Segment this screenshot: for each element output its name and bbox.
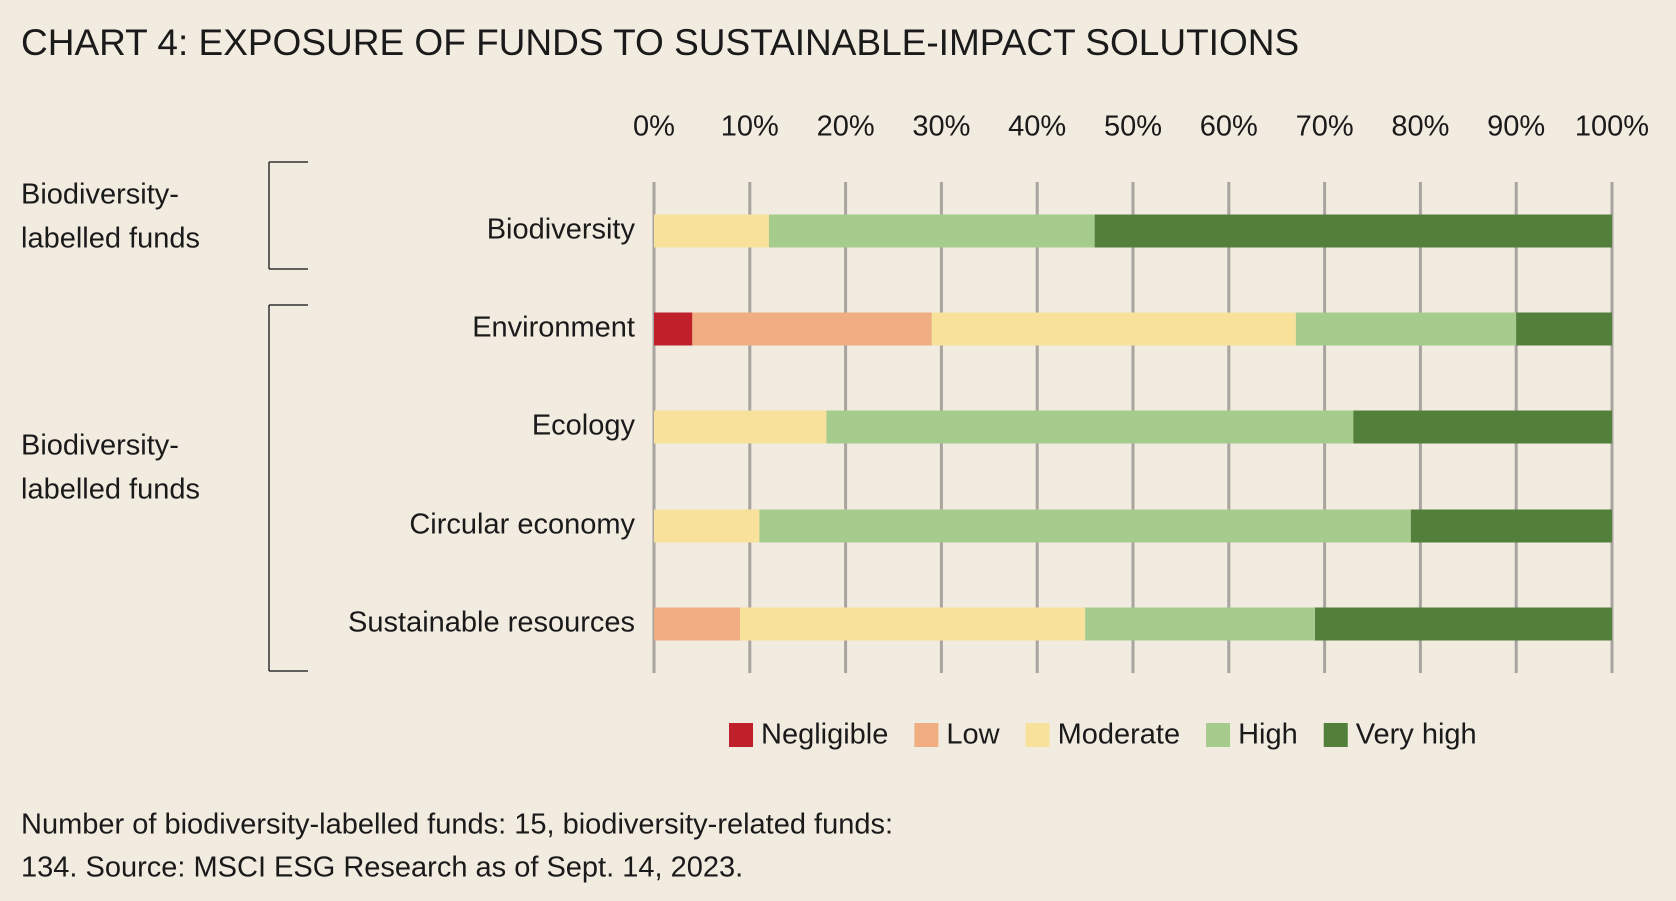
legend-swatch bbox=[914, 723, 939, 747]
category-label: Circular economy bbox=[409, 509, 635, 541]
footnote: Number of biodiversity-labelled funds: 1… bbox=[21, 809, 893, 841]
legend-swatch bbox=[729, 723, 753, 747]
bar-segment bbox=[826, 410, 1354, 444]
category-label: Biodiversity bbox=[487, 214, 636, 246]
bar-segment bbox=[1094, 214, 1612, 248]
x-tick-label: 40% bbox=[1008, 111, 1066, 143]
bar-segment bbox=[654, 312, 693, 346]
legend-label: Very high bbox=[1356, 719, 1477, 751]
category-label: Environment bbox=[472, 312, 635, 344]
x-tick-label: 90% bbox=[1487, 111, 1545, 143]
group-label: Biodiversity- bbox=[21, 430, 179, 462]
x-tick-label: 100% bbox=[1575, 111, 1649, 143]
x-tick-label: 30% bbox=[912, 111, 970, 143]
bar-segment bbox=[931, 312, 1296, 346]
x-tick-label: 0% bbox=[633, 111, 675, 143]
bar-segment bbox=[1315, 607, 1612, 641]
legend-label: Low bbox=[946, 719, 1000, 751]
bar-segment bbox=[768, 214, 1095, 248]
group-bracket bbox=[268, 161, 308, 270]
category-label: Ecology bbox=[532, 410, 636, 442]
x-tick-label: 50% bbox=[1104, 111, 1162, 143]
x-tick-label: 20% bbox=[817, 111, 875, 143]
x-tick-label: 70% bbox=[1296, 111, 1354, 143]
bar-segment bbox=[1085, 607, 1316, 641]
bar-segment bbox=[759, 509, 1411, 543]
bar-segment bbox=[1410, 509, 1612, 543]
legend-label: Moderate bbox=[1058, 719, 1181, 751]
legend-swatch bbox=[1025, 723, 1050, 747]
x-tick-label: 80% bbox=[1391, 111, 1449, 143]
x-tick-label: 10% bbox=[721, 111, 779, 143]
bar-segment bbox=[654, 607, 741, 641]
x-tick-label: 60% bbox=[1200, 111, 1258, 143]
bar-segment bbox=[692, 312, 932, 346]
bar-segment bbox=[1516, 312, 1612, 346]
category-label: Sustainable resources bbox=[348, 607, 635, 639]
bar-segment bbox=[654, 214, 769, 248]
bar-segment bbox=[1295, 312, 1517, 346]
group-label: Biodiversity- bbox=[21, 179, 179, 211]
bar-segment bbox=[740, 607, 1086, 641]
footnote: 134. Source: MSCI ESG Research as of Sep… bbox=[21, 852, 743, 884]
bar-segment bbox=[654, 509, 760, 543]
legend-swatch bbox=[1206, 723, 1231, 747]
legend-swatch bbox=[1323, 723, 1348, 747]
group-label: labelled funds bbox=[21, 223, 200, 255]
bar-segment bbox=[654, 410, 827, 444]
legend-label: High bbox=[1238, 719, 1298, 751]
group-bracket bbox=[268, 304, 308, 672]
chart-title: CHART 4: EXPOSURE OF FUNDS TO SUSTAINABL… bbox=[21, 22, 1299, 63]
bar-segment bbox=[1353, 410, 1612, 444]
group-label: labelled funds bbox=[21, 474, 200, 506]
legend-label: Negligible bbox=[761, 719, 888, 751]
